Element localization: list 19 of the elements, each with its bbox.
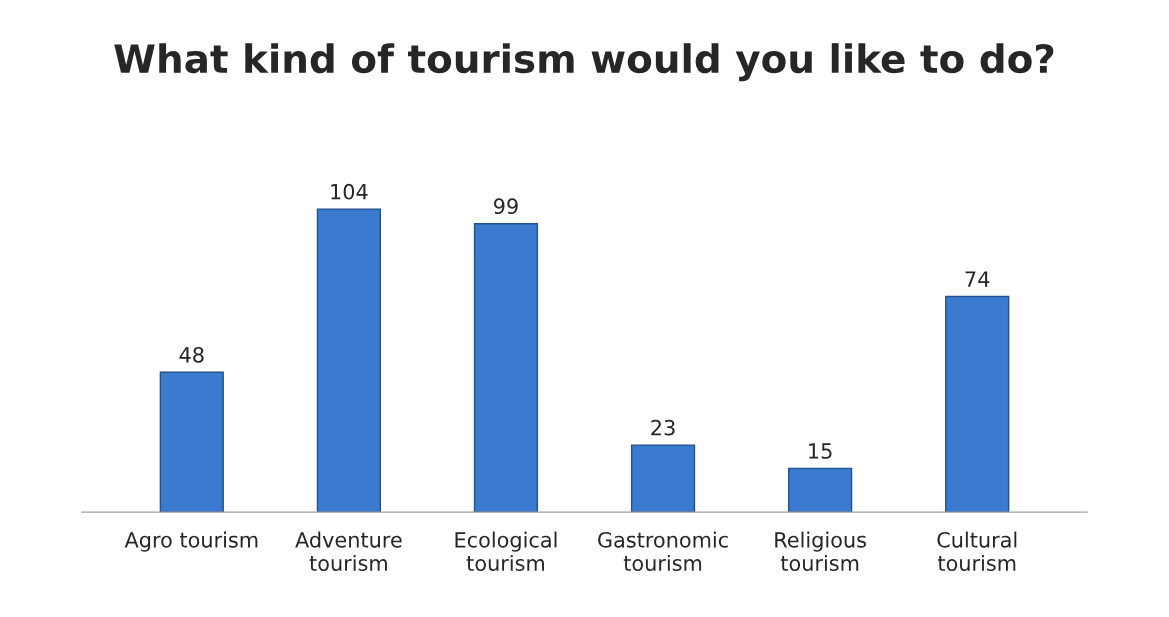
bar (473, 222, 539, 513)
x-tick-label: Religious tourism (775, 531, 866, 572)
bar (945, 295, 1010, 513)
data-label: 74 (965, 271, 990, 287)
bar (788, 467, 853, 513)
bar (630, 444, 696, 513)
data-label: 15 (809, 443, 832, 459)
x-tick-label: Gastronomic tourism (598, 531, 728, 572)
chart-title: What kind of tourism would you like to do? (114, 43, 1054, 82)
data-label: 48 (179, 346, 204, 363)
data-label: 99 (494, 198, 518, 215)
data-label: 104 (331, 183, 368, 200)
bar (159, 371, 224, 513)
x-tick-label: Agro tourism (124, 531, 258, 552)
x-tick-label: Ecological tourism (455, 531, 557, 572)
bar (316, 208, 381, 513)
data-label: 23 (651, 419, 675, 436)
x-tick-label: Cultural tourism (937, 531, 1017, 572)
x-tick-label: Adventure tourism (295, 531, 402, 572)
